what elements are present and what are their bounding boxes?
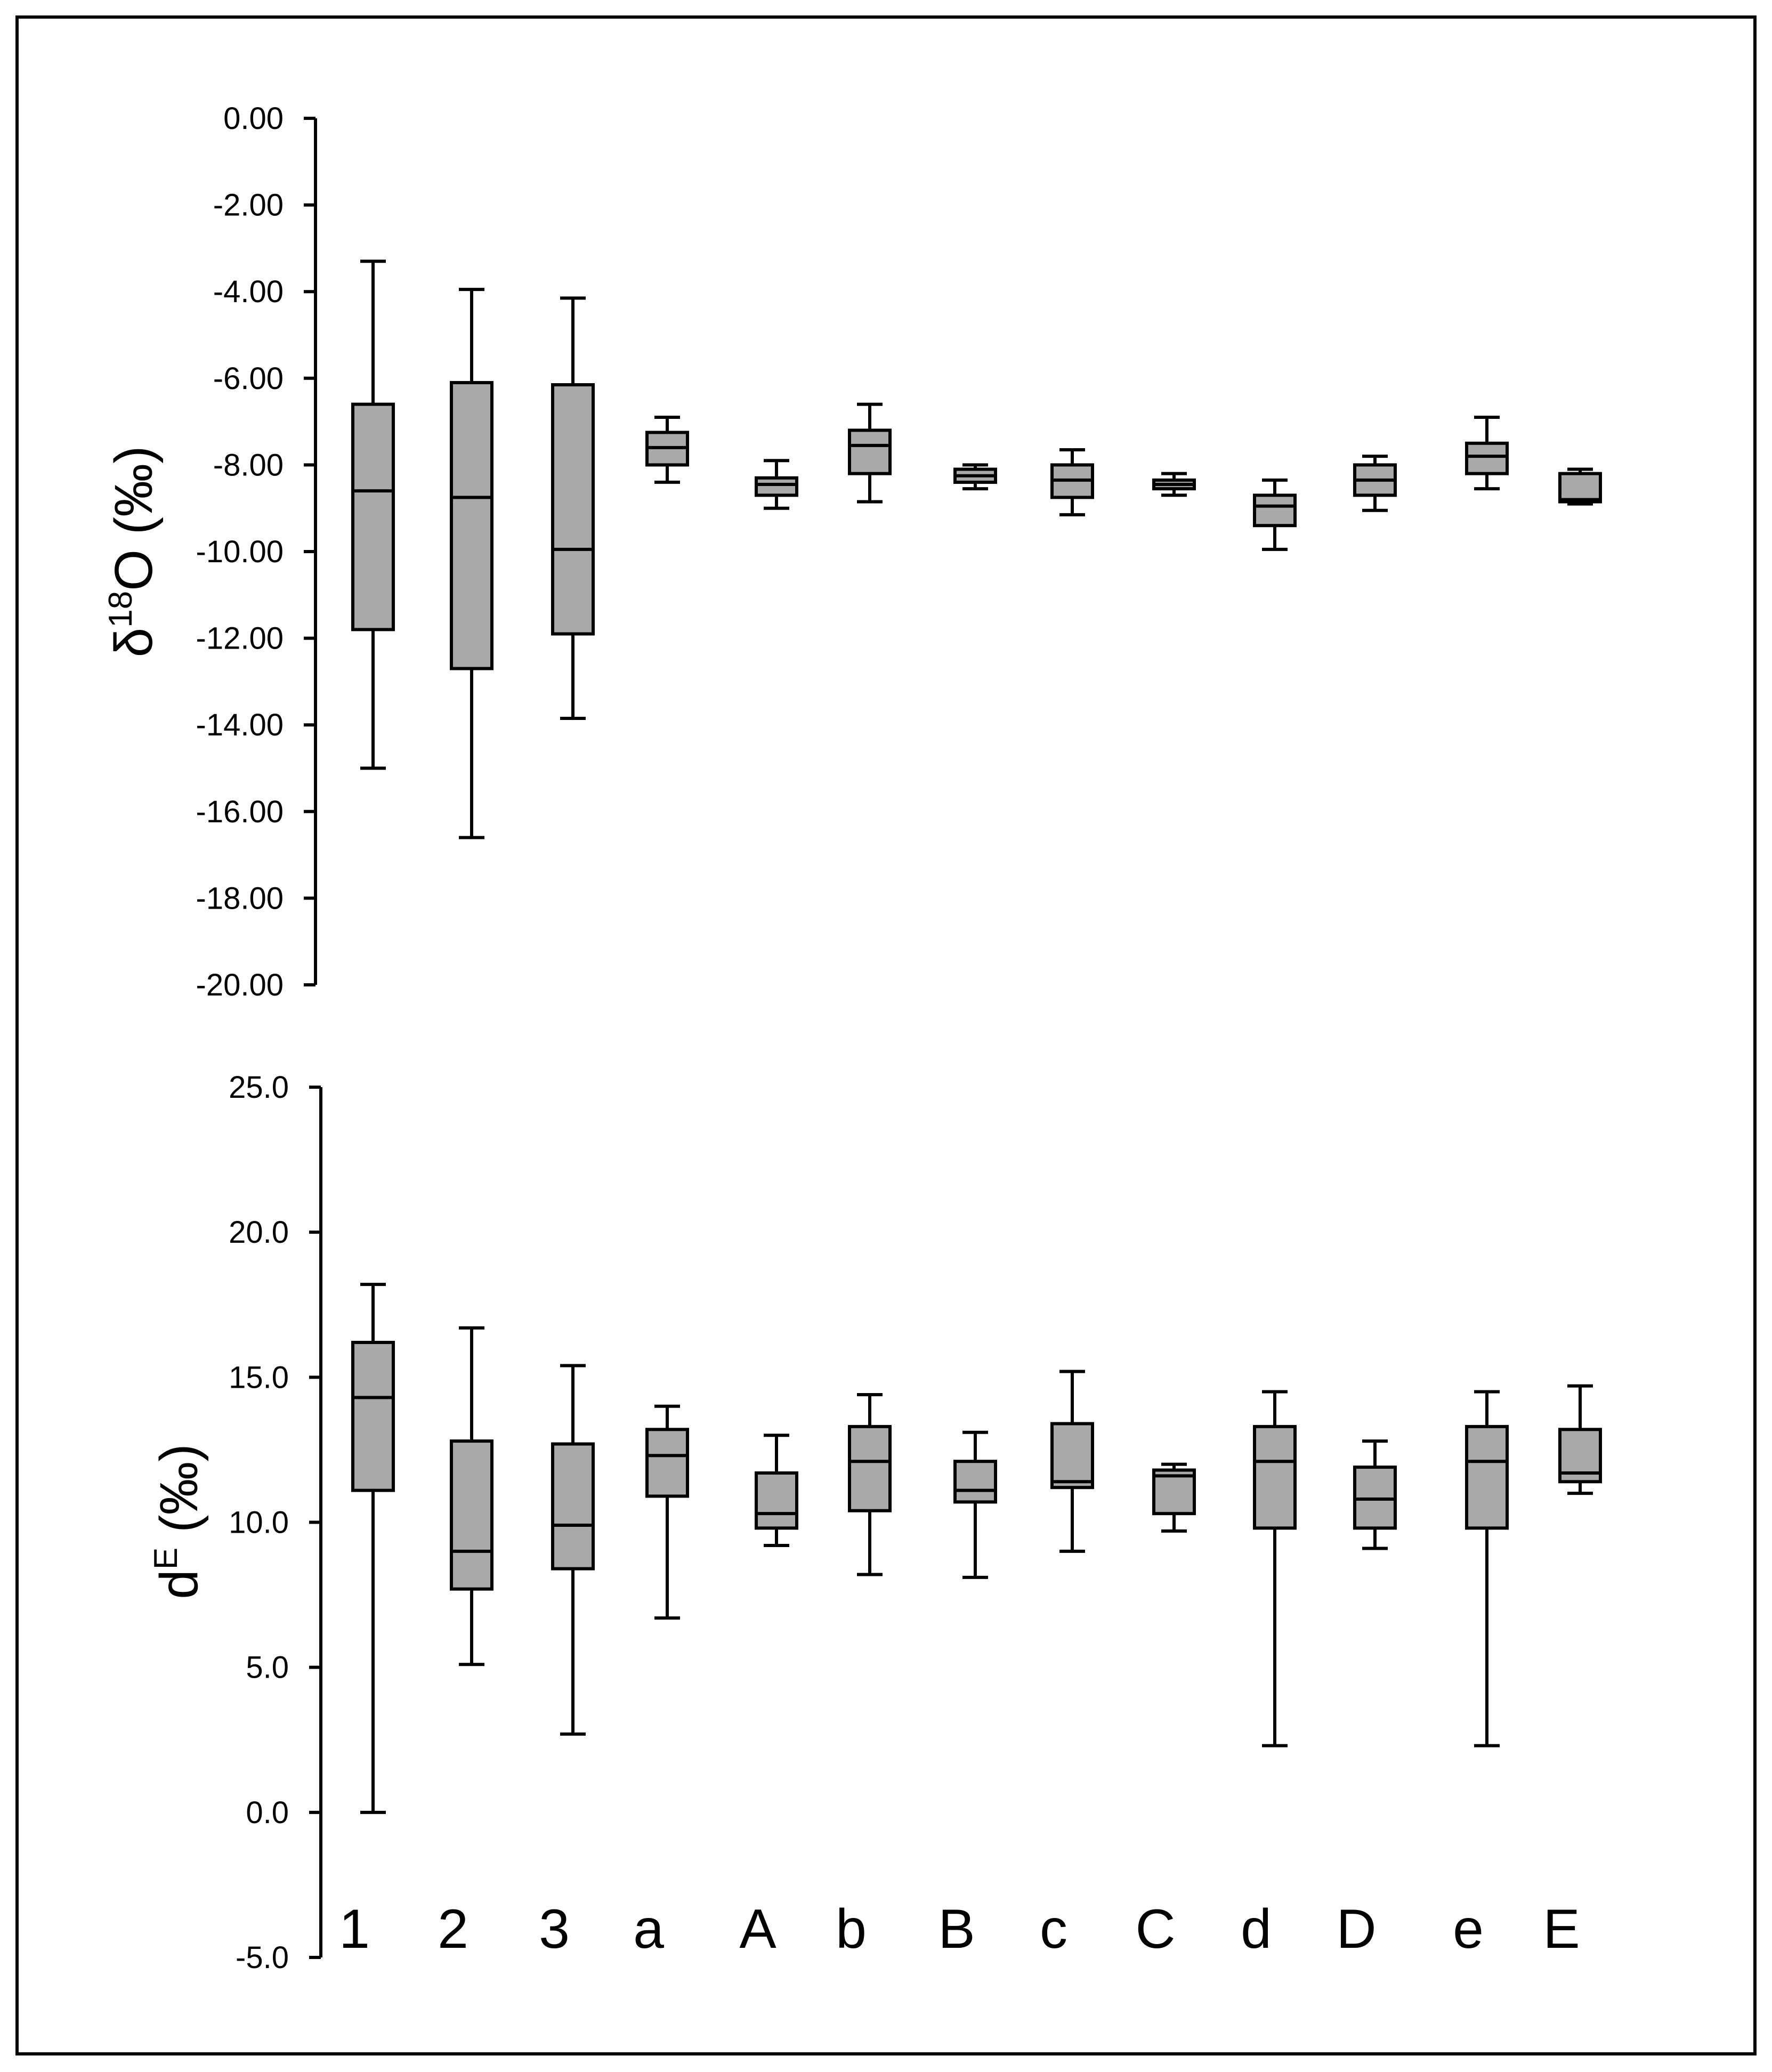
d18o-box-c [1050,448,1094,516]
category-label-b: b [836,1898,867,1960]
category-label-B: B [938,1898,975,1960]
de-y-tick-label: 20.0 [229,1215,289,1250]
d18o-y-axis-title: δ18O (‰) [102,446,164,658]
d18o-box-D [1353,455,1397,512]
d18o-box-b [848,402,892,504]
de-y-tick-label: 5.0 [246,1650,289,1685]
d18o-y-tick-label: -18.00 [196,881,284,916]
category-label-C: C [1135,1898,1175,1960]
de-y-tick-label: 15.0 [229,1360,289,1395]
iqr-box [551,1442,595,1571]
d18o-y-tick-label: -4.00 [213,274,284,309]
category-label-e: e [1453,1898,1484,1960]
iqr-box [1050,1422,1094,1490]
de-y-tick-label: 0.0 [246,1795,289,1830]
de-boxes [351,1283,1602,1814]
d18o-y-title-suffix: O (‰) [104,446,164,591]
de-box-A [755,1434,798,1548]
iqr-box [953,1460,997,1504]
iqr-box [450,381,493,670]
de-box-C [1152,1462,1196,1533]
d18o-y-tick-label: -10.00 [196,535,284,569]
de-y-title-suffix: (‰) [149,1444,209,1547]
d18o-box-C [1152,472,1196,497]
de-y-title-sup: E [148,1548,184,1569]
de-y-ticks: 25.0 20.0 15.0 10.0 5.0 0.0 -5.0 [229,1070,321,1975]
iqr-box [1465,1424,1509,1530]
d18o-box-2 [450,288,493,839]
de-box-3 [551,1364,595,1736]
d18o-box-a [645,415,689,484]
de-box-e [1465,1390,1509,1747]
iqr-box [1558,472,1602,504]
d18o-boxes [351,260,1602,839]
d18o-y-tick-label: -16.00 [196,795,284,829]
de-y-tick-label: -5.0 [236,1940,289,1975]
iqr-box [1465,441,1509,475]
iqr-box [645,1428,689,1498]
d18o-y-tick-label: -6.00 [213,361,284,396]
category-label-2: 2 [438,1898,468,1960]
iqr-box [1253,493,1297,528]
de-box-b [848,1393,892,1576]
d18o-y-tick-label: -14.00 [196,708,284,742]
iqr-box [351,402,395,632]
de-y-tick-label: 25.0 [229,1070,289,1105]
category-label-1: 1 [339,1898,370,1960]
iqr-box [450,1439,493,1591]
de-box-2 [450,1326,493,1666]
category-label-3: 3 [539,1898,570,1960]
de-box-a [645,1404,689,1620]
category-label-d: d [1241,1898,1272,1960]
d18o-y-tick-label: -8.00 [213,448,284,482]
iqr-box [848,1424,892,1512]
category-label-D: D [1336,1898,1376,1960]
d18o-y-title-sup: 18 [102,591,139,628]
d18o-y-tick-label: 0.00 [223,101,284,136]
d18o-y-tick-label: -12.00 [196,621,284,656]
d18o-y-tick-label: -20.00 [196,968,284,1002]
iqr-box [755,476,798,497]
de-box-D [1353,1439,1397,1550]
de-box-c [1050,1370,1094,1553]
d18o-y-title-prefix: δ [104,628,164,658]
iqr-box [551,383,595,636]
de-y-tick-label: 10.0 [229,1506,289,1540]
de-box-B [953,1430,997,1579]
de-y-title-prefix: d [149,1569,209,1599]
d18o-y-tick-label: -2.00 [213,188,284,223]
d18o-box-3 [551,296,595,721]
d18o-box-A [755,459,798,510]
d18o-box-E [1558,467,1602,506]
category-label-E: E [1543,1898,1580,1960]
category-label-A: A [739,1898,776,1960]
d18o-box-1 [351,260,395,770]
d18o-box-d [1253,478,1297,551]
de-y-axis-title: dE (‰) [148,1444,209,1599]
figure-frame [15,15,1757,2055]
iqr-box [755,1471,798,1530]
category-label-a: a [633,1898,664,1960]
iqr-box [1253,1424,1297,1530]
de-box-d [1253,1390,1297,1747]
iqr-box [351,1341,395,1492]
d18o-y-ticks: 0.00 -2.00 -4.00 -6.00 -8.00 -10.00 -12.00 -14.… [196,101,315,1002]
d18o-panel: 0.00 -2.00 -4.00 -6.00 -8.00 -10.00 -12.00 -14.… [102,101,1602,1002]
category-label-c: c [1040,1898,1067,1960]
d18o-box-e [1465,415,1509,491]
de-box-1 [351,1283,395,1814]
d18o-box-B [953,463,997,491]
iqr-box [848,428,892,475]
de-box-E [1558,1384,1602,1495]
